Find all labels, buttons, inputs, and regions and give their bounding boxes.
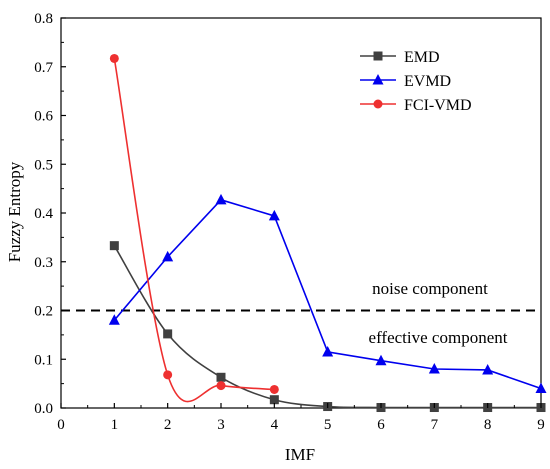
data-point-emd xyxy=(216,372,226,382)
data-point-evmd xyxy=(428,363,440,374)
series-evmd xyxy=(108,193,547,393)
data-point-evmd xyxy=(108,314,120,325)
y-tick-label: 0.0 xyxy=(34,401,53,417)
data-point-emd xyxy=(163,329,173,339)
y-tick-label: 0.8 xyxy=(34,11,53,27)
legend-label-fci-vmd: FCI-VMD xyxy=(404,97,472,114)
data-point-evmd xyxy=(482,363,494,375)
x-tick-label: 7 xyxy=(431,417,439,433)
y-tick-label: 0.4 xyxy=(34,206,53,222)
axes-layer: 0 1 2 3 4 5 6 7 8 9 0.0 0.1 0.2 0.3 0.4 0.5 0.6 0.7 0.8 xyxy=(34,11,545,433)
legend-marker-emd xyxy=(373,51,383,61)
y-tick-label: 0.6 xyxy=(34,109,53,125)
legend-marker-fci-vmd xyxy=(373,99,383,109)
series-emd xyxy=(109,241,546,413)
y-tick-label: 0.5 xyxy=(34,157,53,173)
series-layer xyxy=(108,53,547,413)
data-point-fci-vmd xyxy=(163,370,173,380)
x-tick-label: 1 xyxy=(111,417,119,433)
x-tick-label: 4 xyxy=(271,417,279,433)
series-line-fci-vmd xyxy=(113,58,275,403)
data-point-emd xyxy=(109,241,119,251)
x-tick-label: 8 xyxy=(484,417,492,433)
y-tick-label: 0.1 xyxy=(34,352,53,368)
series-line-emd xyxy=(113,245,541,409)
noise-component-label: noise component xyxy=(372,279,488,298)
legend-label-emd: EMD xyxy=(404,49,440,66)
plot-border xyxy=(60,17,542,409)
data-point-emd xyxy=(269,395,279,405)
legend: EMD EVMD FCI-VMD xyxy=(360,49,472,114)
data-point-fci-vmd xyxy=(216,381,226,391)
data-point-fci-vmd xyxy=(269,384,279,394)
effective-component-label: effective component xyxy=(369,328,508,347)
data-point-evmd xyxy=(322,345,334,357)
y-tick-label: 0.7 xyxy=(34,60,53,76)
plot-frame xyxy=(60,17,542,409)
data-point-fci-vmd xyxy=(109,53,119,63)
x-tick-label: 9 xyxy=(537,417,545,433)
x-tick-label: 6 xyxy=(377,417,385,433)
y-tick-label: 0.3 xyxy=(34,255,53,271)
legend-marker-evmd xyxy=(372,74,384,85)
x-tick-label: 2 xyxy=(164,417,172,433)
x-tick-label: 3 xyxy=(217,417,225,433)
y-axis-title: Fuzzy Entropy xyxy=(5,161,24,262)
data-point-evmd xyxy=(375,354,387,366)
legend-label-evmd: EVMD xyxy=(404,73,451,90)
x-tick-label: 5 xyxy=(324,417,332,433)
y-tick-label: 0.2 xyxy=(34,304,53,320)
data-point-evmd xyxy=(268,209,280,221)
data-point-evmd xyxy=(215,193,227,205)
x-tick-label: 0 xyxy=(57,417,65,433)
series-fci-vmd xyxy=(109,53,279,403)
data-point-evmd xyxy=(535,382,547,393)
x-axis-title: IMF xyxy=(285,445,315,464)
data-point-evmd xyxy=(162,250,174,262)
